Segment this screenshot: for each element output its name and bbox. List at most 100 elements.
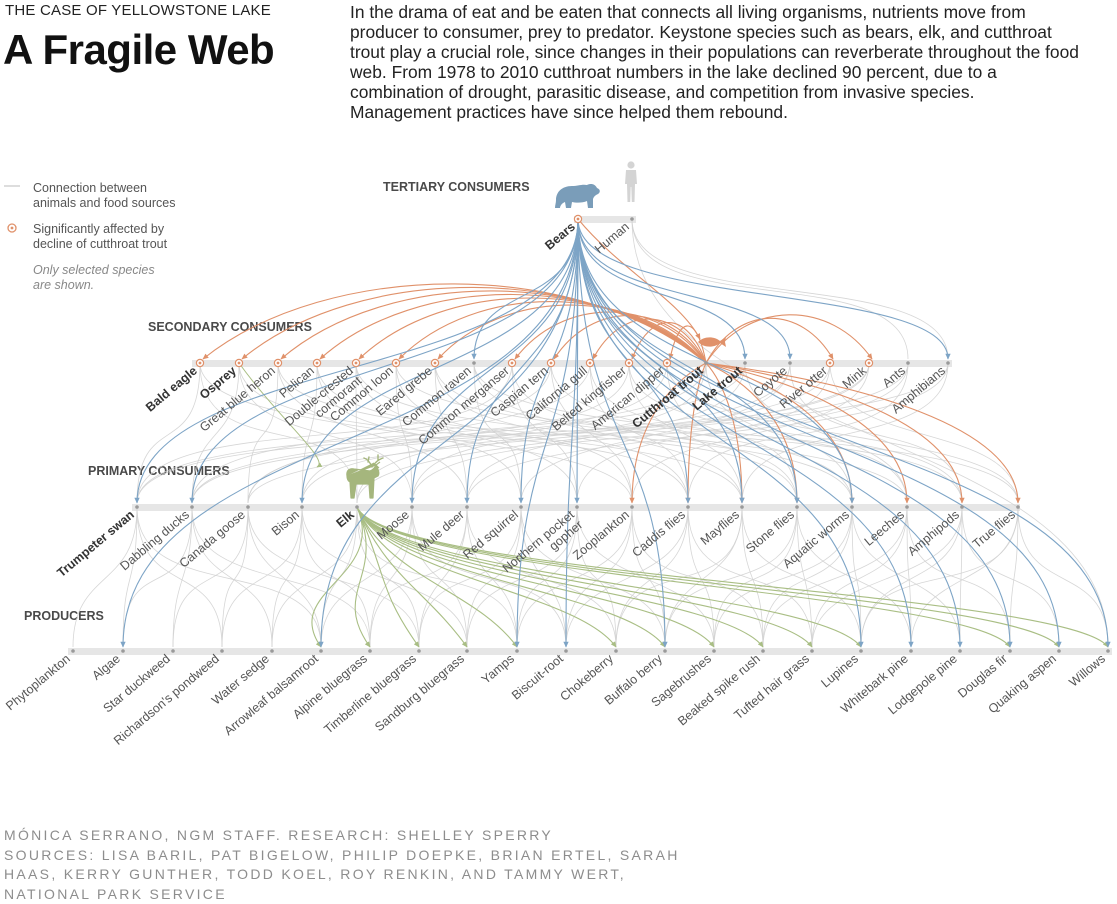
- species-label-stone-flies: Stone flies: [743, 508, 797, 556]
- species-dot: [909, 649, 913, 653]
- species-node-leeches: Leeches: [862, 505, 909, 548]
- species-dot: [958, 649, 962, 653]
- bear-link: [578, 219, 1108, 647]
- species-node-caddis-flies: Caddis flies: [629, 505, 689, 560]
- species-node-beaked-spike-rush: Beaked spike rush: [675, 649, 765, 728]
- species-dot: [712, 649, 716, 653]
- species-dot: [1016, 505, 1020, 509]
- species-dot: [319, 649, 323, 653]
- species-dot: [465, 649, 469, 653]
- human-icon: [625, 161, 637, 202]
- credits: MÓNICA SERRANO, NGM STAFF. RESEARCH: SHE…: [4, 826, 704, 904]
- species-label-human: Human: [592, 220, 632, 257]
- species-node-sandburg-bluegrass: Sandburg bluegrass: [372, 649, 469, 734]
- species-dot: [199, 362, 202, 365]
- species-label-bald-eagle: Bald eagle: [143, 364, 200, 415]
- species-dot: [761, 649, 765, 653]
- species-dot: [788, 361, 792, 365]
- species-label-mule-deer: Mule deer: [415, 508, 467, 554]
- species-dot: [663, 649, 667, 653]
- species-label-lupines: Lupines: [818, 652, 861, 691]
- legend-note-line2: are shown.: [33, 278, 94, 292]
- species-node-human: Human: [592, 217, 634, 256]
- legend-connection-line2: animals and food sources: [33, 196, 175, 210]
- species-node-mayflies: Mayflies: [698, 505, 744, 548]
- species-dot: [246, 505, 250, 509]
- species-dot: [121, 649, 125, 653]
- species-dot: [71, 649, 75, 653]
- species-node-california-gull: California gull: [523, 359, 594, 423]
- species-label-willows: Willows: [1066, 652, 1107, 690]
- species-label-bison: Bison: [269, 508, 302, 539]
- gray-link: [632, 219, 948, 359]
- credits-line-2: SOURCES: LISA BARIL, PAT BIGELOW, PHILIP…: [4, 846, 704, 866]
- species-dot: [511, 362, 514, 365]
- species-dot: [906, 361, 910, 365]
- bear-icon: [555, 184, 600, 208]
- gray-link: [688, 507, 812, 647]
- gray-link: [960, 507, 962, 647]
- species-node-willows: Willows: [1066, 649, 1109, 689]
- species-dot: [465, 505, 469, 509]
- level-label-secondary: SECONDARY CONSUMERS: [148, 320, 312, 334]
- level-label-primary: PRIMARY CONSUMERS: [88, 464, 230, 478]
- species-label-yamps: Yamps: [479, 652, 517, 687]
- species-label-mink: Mink: [840, 363, 870, 391]
- species-dot: [740, 505, 744, 509]
- species-dot: [868, 362, 871, 365]
- species-dot: [135, 505, 139, 509]
- species-dot: [743, 361, 747, 365]
- producers-bar: [68, 648, 1112, 655]
- species-label-true-flies: True flies: [970, 508, 1018, 551]
- species-label-arrowleaf-balsamroot: Arrowleaf balsamroot: [221, 651, 321, 738]
- species-dot: [946, 361, 950, 365]
- tertiary-bar: [574, 216, 636, 223]
- trout-link: [706, 315, 872, 363]
- species-dot: [686, 505, 690, 509]
- species-node-lupines: Lupines: [818, 649, 862, 690]
- species-label-caddis-flies: Caddis flies: [629, 508, 688, 560]
- species-dot: [704, 361, 708, 365]
- species-dot: [795, 505, 799, 509]
- species-dot: [395, 362, 398, 365]
- species-dot: [614, 649, 618, 653]
- gray-link: [321, 507, 357, 647]
- species-dot: [300, 505, 304, 509]
- species-label-beaked-spike-rush: Beaked spike rush: [675, 652, 763, 729]
- food-web-diagram: Connection between animals and food sour…: [0, 0, 1117, 820]
- legend-affected-dot: [11, 227, 14, 230]
- species-node-true-flies: True flies: [970, 505, 1020, 551]
- species-dot: [905, 505, 909, 509]
- species-dot: [171, 649, 175, 653]
- species-dot: [589, 362, 592, 365]
- species-dot: [850, 505, 854, 509]
- gray-link: [1018, 507, 1108, 647]
- species-dot: [472, 361, 476, 365]
- species-dot: [550, 362, 553, 365]
- species-dot: [810, 649, 814, 653]
- species-dot: [960, 505, 964, 509]
- legend-connection-line1: Connection between: [33, 181, 147, 195]
- species-node-arrowleaf-balsamroot: Arrowleaf balsamroot: [221, 649, 322, 738]
- species-dot: [859, 649, 863, 653]
- level-label-tertiary: TERTIARY CONSUMERS: [383, 180, 530, 194]
- species-node-zooplankton: Zooplankton: [570, 505, 634, 562]
- species-dot: [434, 362, 437, 365]
- legend-affected-line1: Significantly affected by: [33, 222, 165, 236]
- species-dot: [829, 362, 832, 365]
- species-dot: [355, 505, 359, 509]
- species-dot: [575, 505, 579, 509]
- species-dot: [564, 649, 568, 653]
- species-label-phytoplankton: Phytoplankton: [3, 652, 73, 714]
- bear-link: [578, 219, 1059, 647]
- species-dot: [577, 218, 580, 221]
- legend-note-line1: Only selected species: [33, 263, 155, 277]
- species-dot: [220, 649, 224, 653]
- species-dot: [630, 217, 634, 221]
- legend: Connection between animals and food sour…: [4, 181, 175, 292]
- credits-line-3: HAAS, KERRY GUNTHER, TODD KOEL, ROY RENK…: [4, 865, 704, 885]
- elk-icon: [347, 455, 383, 498]
- species-label-algae: Algae: [89, 652, 123, 683]
- credits-line-4: NATIONAL PARK SERVICE: [4, 885, 704, 904]
- species-dot: [1008, 649, 1012, 653]
